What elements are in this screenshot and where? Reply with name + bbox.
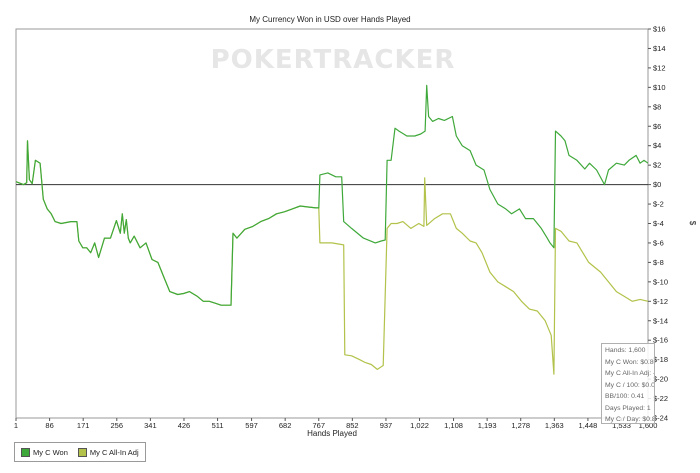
x-tick-label: 597 [245, 421, 258, 430]
y-tick-label: $2 [653, 161, 661, 170]
x-axis: 1 86 171 256 341 426 511 597 682 767 852 937 1,022 1,… [14, 418, 657, 430]
x-tick-label: 1,108 [444, 421, 463, 430]
tooltip-per-100: My C / 100: $0.02 [605, 381, 655, 389]
tooltip-per-day: My C / Day: $0.85 [605, 416, 655, 423]
y-tick-label: $-24 [653, 414, 668, 423]
x-tick-label: 341 [144, 421, 157, 430]
y-axis-label: $ [688, 221, 697, 226]
y-tick-label: $4 [653, 141, 661, 150]
y-tick-label: $-22 [653, 394, 668, 403]
y-tick-label: $0 [653, 180, 661, 189]
legend-entry-my-c-won[interactable]: My C Won [21, 447, 68, 457]
x-tick-label: 1,278 [511, 421, 530, 430]
y-tick-label: $-4 [653, 219, 664, 228]
y-tick-label: $-12 [653, 297, 668, 306]
tooltip-hands: Hands: 1,600 [605, 347, 646, 354]
chart-title: My Currency Won in USD over Hands Played [249, 15, 410, 24]
x-tick-label: 1,022 [410, 421, 429, 430]
y-tick-label: $6 [653, 122, 661, 131]
x-tick-label: 511 [212, 421, 224, 430]
x-tick-label: 1 [14, 421, 18, 430]
tooltip-all-in-adj: My C All-In Adj: -$13.88 [605, 370, 654, 377]
tooltip-won: My C Won: $0.85 [605, 358, 655, 366]
legend-swatch-my-c-won [21, 447, 30, 457]
x-tick-label: 1,448 [579, 421, 598, 430]
hover-tooltip: Hands: 1,600 My C Won: $0.85 My C All-In… [601, 343, 655, 424]
legend-label-my-c-won: My C Won [33, 447, 68, 457]
x-tick-label: 86 [45, 421, 53, 430]
y-tick-label: $-14 [653, 316, 668, 325]
x-tick-label: 171 [77, 421, 90, 430]
y-tick-label: $-8 [653, 258, 664, 267]
y-tick-label: $-18 [653, 355, 668, 364]
y-tick-label: $-6 [653, 238, 664, 247]
x-tick-label: 767 [313, 421, 326, 430]
legend-label-all-in-adj: My C All-In Adj [89, 447, 139, 457]
tooltip-bb-per-100: BB/100: 0.41 [605, 393, 645, 400]
y-tick-label: $14 [653, 44, 666, 53]
chart-legend: My C Won My C All-In Adj [14, 442, 146, 462]
x-tick-label: 1,193 [478, 421, 497, 430]
y-tick-label: $-16 [653, 336, 668, 345]
x-tick-label: 1,363 [545, 421, 564, 430]
x-tick-label: 1,533 [612, 421, 631, 430]
x-tick-label: 852 [346, 421, 359, 430]
series-layer [15, 84, 649, 375]
y-tick-label: $8 [653, 102, 661, 111]
y-tick-label: $10 [653, 83, 666, 92]
y-tick-label: $-2 [653, 200, 664, 209]
x-axis-label: Hands Played [307, 429, 357, 438]
y-tick-label: $-10 [653, 277, 668, 286]
x-tick-label: 682 [279, 421, 292, 430]
y-tick-label: $16 [653, 25, 666, 34]
series-line-my-c-all-in-adj[interactable] [15, 140, 649, 375]
legend-swatch-all-in-adj [77, 447, 87, 457]
watermark-logo: POKERTRACKER [211, 45, 456, 75]
x-tick-label: 256 [111, 421, 124, 430]
tooltip-days-played: Days Played: 1 [605, 404, 651, 412]
x-tick-label: 1,600 [639, 421, 658, 430]
series-line-my-c-won[interactable] [15, 84, 649, 306]
legend-entry-all-in-adj[interactable]: My C All-In Adj [77, 447, 139, 457]
x-tick-label: 426 [178, 421, 191, 430]
x-tick-label: 937 [380, 421, 393, 430]
y-tick-label: $12 [653, 63, 666, 72]
y-axis: $16 $14 $12 $10 $8 $6 $4 $2 $0 $-2 $-4 $-6 $-8 $-10 $-… [648, 25, 668, 423]
y-tick-label: $-20 [653, 375, 668, 384]
